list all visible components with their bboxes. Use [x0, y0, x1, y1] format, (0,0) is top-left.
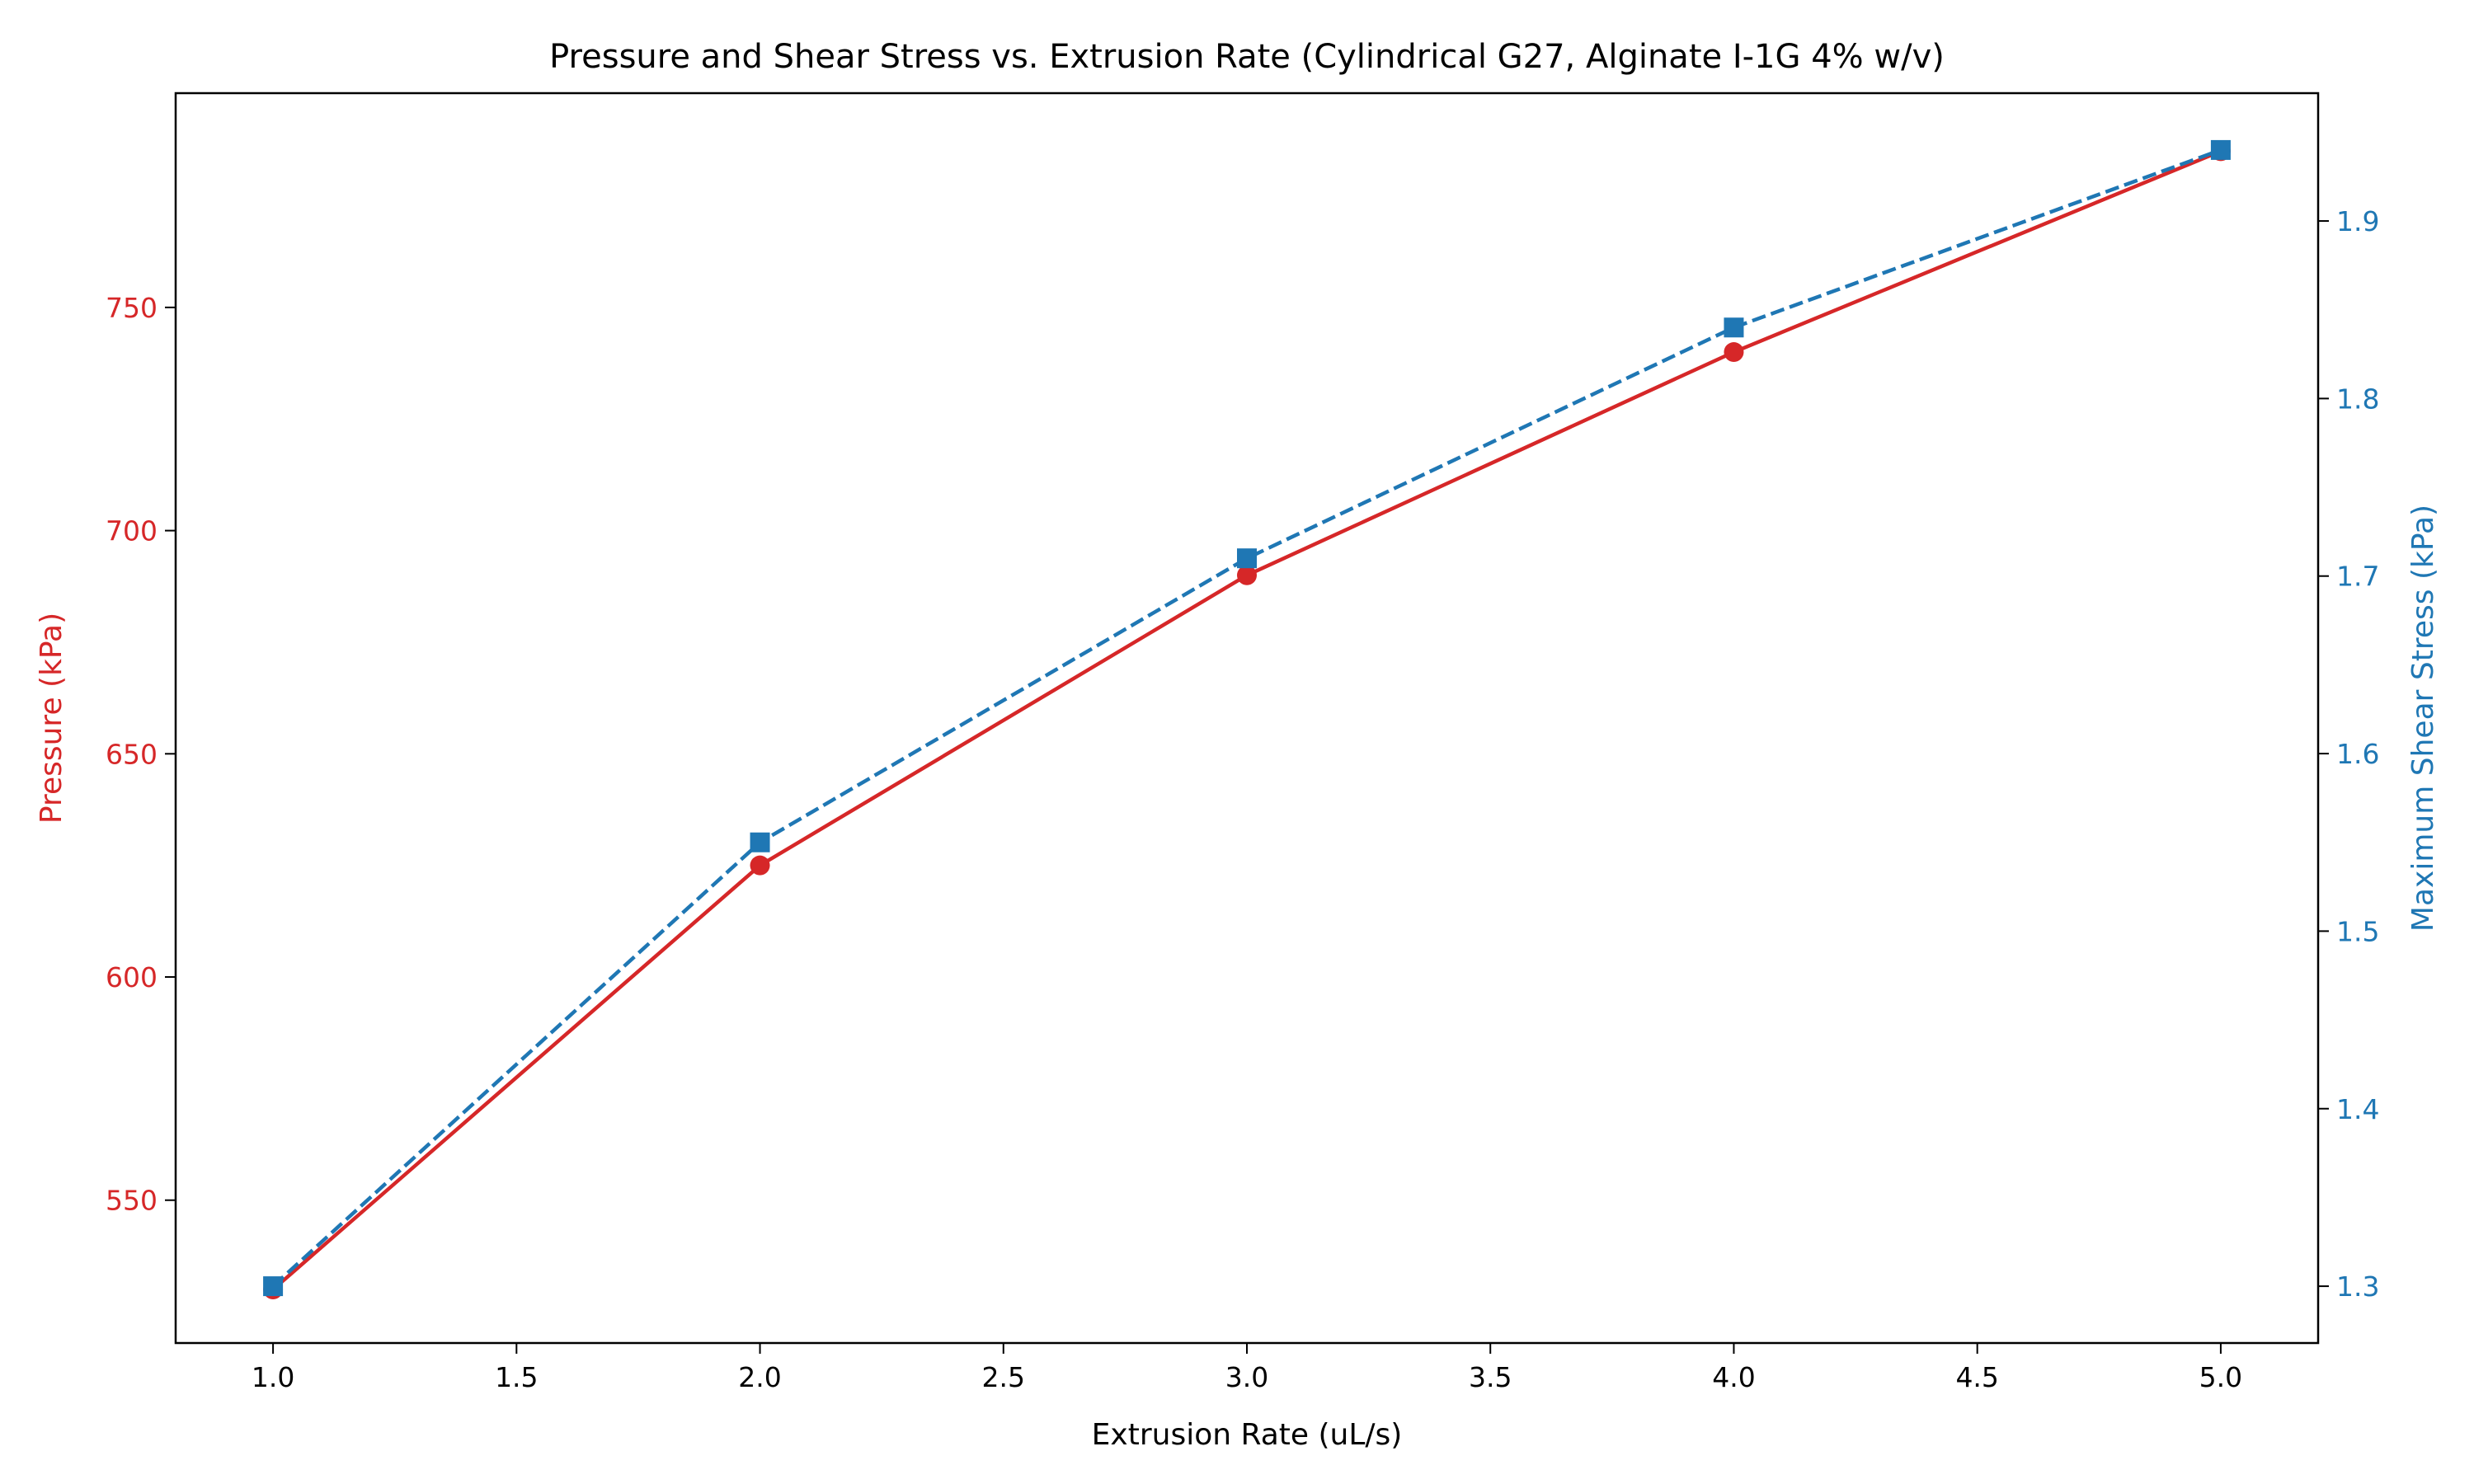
plot-frame: [174, 92, 2320, 1345]
y-right-tick-label: 1.9: [2336, 205, 2379, 237]
y-right-tick-label: 1.3: [2336, 1270, 2379, 1303]
y-axis-right: 1.3 1.4 1.5 1.6 1.7 1.8 1.9: [2318, 205, 2379, 1303]
series-2-point: [1237, 548, 1257, 569]
y-axis-right-label: Maximum Shear Stress (kPa): [2406, 505, 2440, 932]
series-1-point: [750, 855, 770, 876]
y-left-tick-label: 550: [106, 1185, 158, 1217]
y-right-tick-label: 1.8: [2336, 383, 2379, 415]
y-left-tick-label: 750: [106, 292, 158, 324]
x-tick-label: 4.5: [1955, 1361, 1998, 1393]
series-1-point: [1724, 342, 1744, 363]
x-axis-label: Extrusion Rate (uL/s): [1092, 1418, 1403, 1452]
y-left-tick-label: 600: [106, 961, 158, 993]
series-2-line: [271, 148, 2222, 1288]
series-2-point: [1724, 317, 1744, 338]
series-2-point: [263, 1276, 284, 1297]
y-right-tick-label: 1.4: [2336, 1093, 2379, 1125]
x-tick-label: 3.5: [1469, 1361, 1512, 1393]
y-axis-left: 550 600 650 700 750: [106, 292, 176, 1217]
series-1-line: [270, 149, 2223, 1292]
y-axis-left-label: Pressure (kPa): [35, 613, 68, 824]
x-tick-label: 3.0: [1225, 1361, 1268, 1393]
x-tick-label: 2.0: [738, 1361, 781, 1393]
x-tick-label: 2.5: [982, 1361, 1025, 1393]
y-left-tick-label: 650: [106, 738, 158, 770]
x-axis: 1.0 1.5 2.0 2.5 3.0 3.5 4.0 4.5 5.0: [252, 1343, 2242, 1393]
y-left-tick-label: 700: [106, 515, 158, 547]
x-tick-label: 1.0: [252, 1361, 294, 1393]
series-2-point: [750, 832, 770, 852]
x-tick-label: 4.0: [1712, 1361, 1755, 1393]
x-tick-label: 5.0: [2199, 1361, 2242, 1393]
series-layer: [263, 139, 2231, 1300]
series-1-point: [1237, 565, 1257, 585]
y-right-tick-label: 1.5: [2336, 915, 2379, 947]
x-tick-label: 1.5: [495, 1361, 538, 1393]
chart-title: Pressure and Shear Stress vs. Extrusion …: [549, 38, 1945, 76]
series-2-point: [2210, 139, 2231, 160]
y-right-tick-label: 1.7: [2336, 561, 2379, 593]
y-right-tick-label: 1.6: [2336, 738, 2379, 770]
